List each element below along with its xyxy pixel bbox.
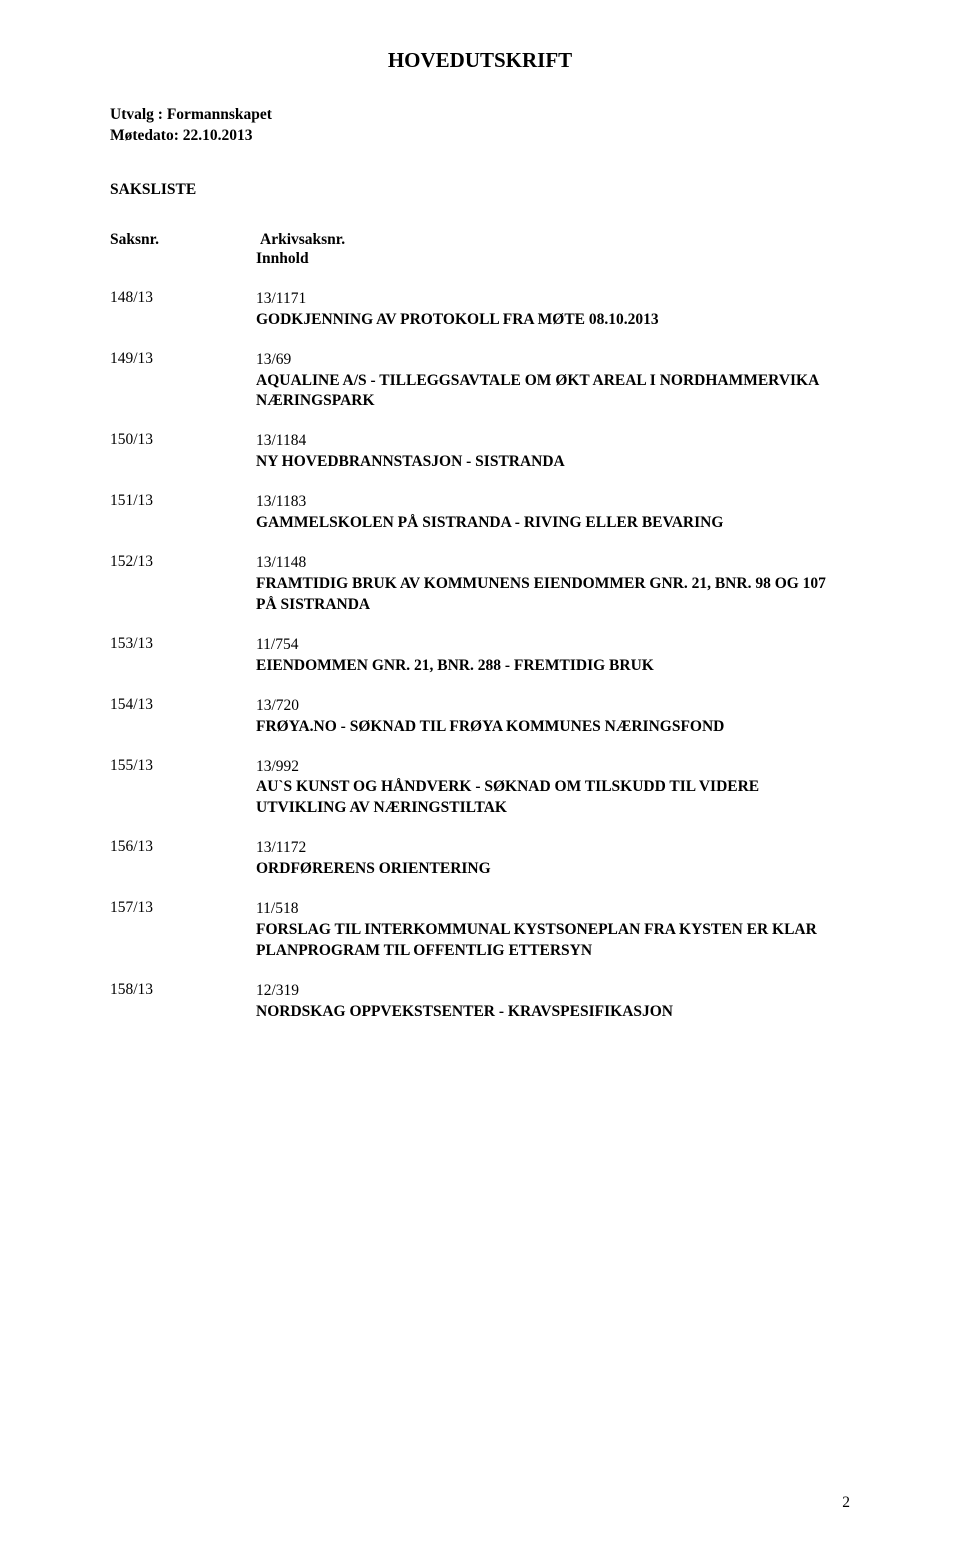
header-arkiv: Arkivsaksnr.: [260, 231, 345, 249]
item-row-ids: 149/1313/69: [110, 349, 850, 371]
item-arkiv: 11/754: [256, 635, 298, 656]
item-arkiv: 13/1148: [256, 553, 306, 574]
list-item: 154/1313/720FRØYA.NO - SØKNAD TIL FRØYA …: [110, 695, 850, 738]
column-headers: Saksnr. Arkivsaksnr. Innhold: [110, 231, 850, 270]
item-description: NORDSKAG OPPVEKSTSENTER - KRAVSPESIFIKAS…: [256, 1002, 850, 1023]
list-item: 156/1313/1172ORDFØRERENS ORIENTERING: [110, 837, 850, 880]
header-saksnr: Saksnr.: [110, 231, 256, 249]
list-item: 155/1313/992AU`S KUNST OG HÅNDVERK - SØK…: [110, 756, 850, 820]
document-page: HOVEDUTSKRIFT Utvalg : Formannskapet Møt…: [0, 0, 960, 1542]
item-description: FRAMTIDIG BRUK AV KOMMUNENS EIENDOMMER G…: [256, 574, 850, 616]
item-saksnr: 152/13: [110, 552, 256, 573]
item-description: NY HOVEDBRANNSTASJON - SISTRANDA: [256, 452, 850, 473]
item-row-ids: 148/1313/1171: [110, 288, 850, 310]
page-number: 2: [842, 1494, 850, 1512]
list-item: 151/1313/1183GAMMELSKOLEN PÅ SISTRANDA -…: [110, 491, 850, 534]
item-description: GODKJENNING AV PROTOKOLL FRA MØTE 08.10.…: [256, 310, 850, 331]
header-innhold: Innhold: [256, 249, 850, 270]
item-row-ids: 157/1311/518: [110, 898, 850, 920]
item-row-ids: 156/1313/1172: [110, 837, 850, 859]
item-saksnr: 158/13: [110, 980, 256, 1001]
item-saksnr: 154/13: [110, 695, 256, 716]
item-arkiv: 13/1172: [256, 838, 306, 859]
item-arkiv: 13/1171: [256, 289, 306, 310]
item-arkiv: 13/992: [256, 757, 299, 778]
motedato-label: Møtedato:: [110, 127, 179, 144]
motedato-value: 22.10.2013: [183, 127, 253, 144]
list-item: 153/1311/754EIENDOMMEN GNR. 21, BNR. 288…: [110, 634, 850, 677]
item-saksnr: 155/13: [110, 756, 256, 777]
item-row-ids: 151/1313/1183: [110, 491, 850, 513]
item-row-ids: 150/1313/1184: [110, 430, 850, 452]
item-description: AU`S KUNST OG HÅNDVERK - SØKNAD OM TILSK…: [256, 777, 850, 819]
item-saksnr: 151/13: [110, 491, 256, 512]
item-arkiv: 13/1183: [256, 492, 306, 513]
item-saksnr: 149/13: [110, 349, 256, 370]
item-description: EIENDOMMEN GNR. 21, BNR. 288 - FREMTIDIG…: [256, 656, 850, 677]
list-item: 148/1313/1171GODKJENNING AV PROTOKOLL FR…: [110, 288, 850, 331]
list-item: 158/1312/319NORDSKAG OPPVEKSTSENTER - KR…: [110, 980, 850, 1023]
item-saksnr: 150/13: [110, 430, 256, 451]
list-item: 152/1313/1148FRAMTIDIG BRUK AV KOMMUNENS…: [110, 552, 850, 616]
utvalg-label: Utvalg: [110, 106, 154, 123]
item-description: FORSLAG TIL INTERKOMMUNAL KYSTSONEPLAN F…: [256, 920, 850, 962]
utvalg-separator: :: [158, 106, 167, 123]
item-saksnr: 148/13: [110, 288, 256, 309]
meta-block: Utvalg : Formannskapet Møtedato: 22.10.2…: [110, 105, 850, 147]
motedato-line: Møtedato: 22.10.2013: [110, 126, 850, 147]
items-list: 148/1313/1171GODKJENNING AV PROTOKOLL FR…: [110, 288, 850, 1023]
item-arkiv: 12/319: [256, 981, 299, 1002]
item-arkiv: 13/1184: [256, 431, 306, 452]
item-arkiv: 13/69: [256, 350, 291, 371]
item-row-ids: 154/1313/720: [110, 695, 850, 717]
item-saksnr: 156/13: [110, 837, 256, 858]
page-title: HOVEDUTSKRIFT: [110, 48, 850, 73]
list-item: 157/1311/518FORSLAG TIL INTERKOMMUNAL KY…: [110, 898, 850, 962]
item-row-ids: 152/1313/1148: [110, 552, 850, 574]
item-description: FRØYA.NO - SØKNAD TIL FRØYA KOMMUNES NÆR…: [256, 717, 850, 738]
list-item: 149/1313/69AQUALINE A/S - TILLEGGSAVTALE…: [110, 349, 850, 413]
item-row-ids: 155/1313/992: [110, 756, 850, 778]
item-row-ids: 153/1311/754: [110, 634, 850, 656]
item-saksnr: 153/13: [110, 634, 256, 655]
item-description: GAMMELSKOLEN PÅ SISTRANDA - RIVING ELLER…: [256, 513, 850, 534]
saksliste-heading: SAKSLISTE: [110, 181, 850, 199]
utvalg-line: Utvalg : Formannskapet: [110, 105, 850, 126]
item-description: AQUALINE A/S - TILLEGGSAVTALE OM ØKT ARE…: [256, 371, 850, 413]
utvalg-value: Formannskapet: [167, 106, 272, 123]
item-saksnr: 157/13: [110, 898, 256, 919]
item-arkiv: 13/720: [256, 696, 299, 717]
item-row-ids: 158/1312/319: [110, 980, 850, 1002]
list-item: 150/1313/1184NY HOVEDBRANNSTASJON - SIST…: [110, 430, 850, 473]
item-arkiv: 11/518: [256, 899, 298, 920]
item-description: ORDFØRERENS ORIENTERING: [256, 859, 850, 880]
